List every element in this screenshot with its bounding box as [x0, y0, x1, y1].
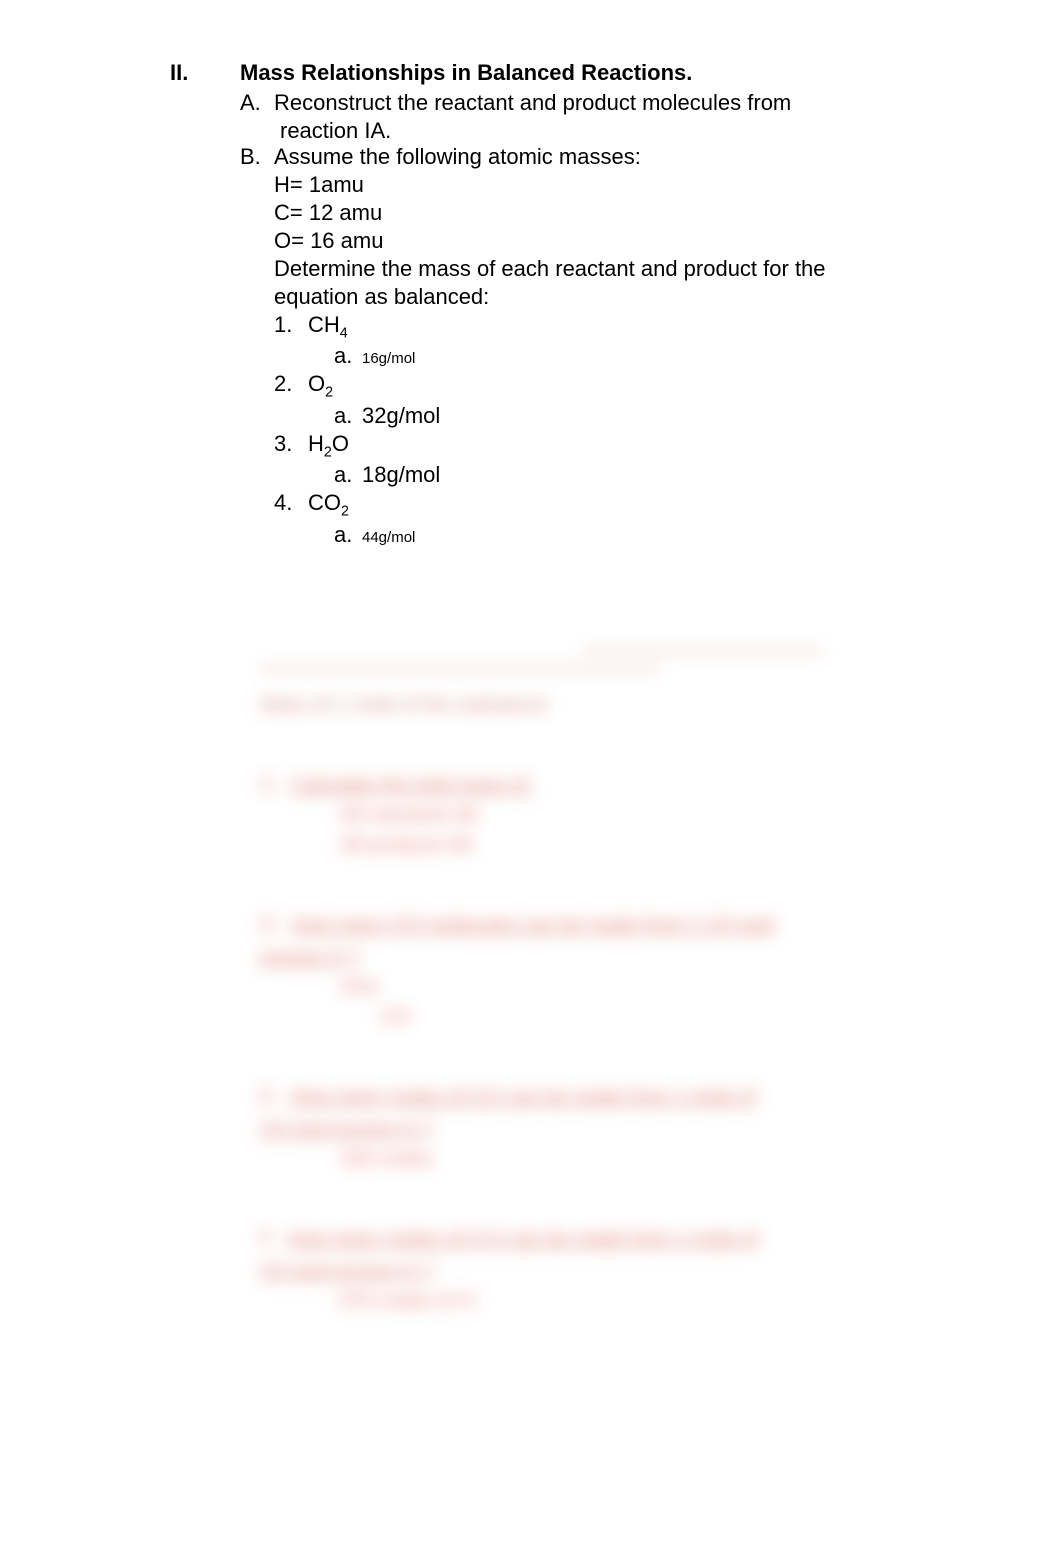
item-number: 3.	[274, 431, 308, 460]
item-B-letter: B.	[240, 144, 274, 170]
blurred-item-E: E. How many moles of CO can be made from…	[170, 1082, 942, 1174]
roman-numeral: II.	[170, 60, 240, 86]
section-heading-row: II. Mass Relationships in Balanced React…	[170, 60, 942, 86]
formula-O2: O2	[308, 371, 333, 400]
blurred-heading: Mass of 1 mole of the substance	[260, 690, 942, 720]
item-number: 1.	[274, 312, 308, 341]
mass-H: H= 1amu	[274, 172, 942, 198]
answer-label: a.	[334, 522, 362, 548]
list-item-answer: a. 18g/mol	[334, 462, 942, 488]
item-A-line2: reaction IA.	[280, 118, 942, 144]
list-item: 4. CO2	[274, 490, 942, 519]
list-item-answer: a. 44g/mol	[334, 522, 942, 548]
equation-list: 1. CH4 a. 16g/mol 2. O2 a. 32g/mol 3. H2…	[274, 312, 942, 548]
mass-C: C= 12 amu	[274, 200, 942, 226]
divider-line-right	[582, 650, 822, 652]
list-item-answer: a. 32g/mol	[334, 403, 942, 429]
blurred-content: Mass of 1 mole of the substance C. Calcu…	[170, 668, 942, 1316]
section-title: Mass Relationships in Balanced Reactions…	[240, 60, 692, 86]
list-item: 3. H2O	[274, 431, 942, 460]
item-number: 4.	[274, 490, 308, 519]
item-B-instr2: equation as balanced:	[274, 284, 942, 310]
list-item: 2. O2	[274, 371, 942, 400]
answer-label: a.	[334, 403, 362, 429]
document-page: II. Mass Relationships in Balanced React…	[0, 0, 1062, 1556]
mass-O: O= 16 amu	[274, 228, 942, 254]
formula-CO2: CO2	[308, 490, 349, 519]
blurred-item-F: F. How many moles of H O can be made fro…	[170, 1224, 942, 1316]
divider-line	[260, 668, 660, 670]
item-A-line1: Reconstruct the reactant and product mol…	[274, 90, 791, 116]
list-item-answer: a. 16g/mol	[334, 343, 942, 369]
blurred-item-C: C. Calculate the total mass of: All reac…	[170, 770, 942, 860]
list-item: 1. CH4	[274, 312, 942, 341]
formula-H2O: H2O	[308, 431, 349, 460]
item-A-letter: A.	[240, 90, 274, 116]
formula-CH4: CH4	[308, 312, 348, 341]
item-B-line1: Assume the following atomic masses:	[274, 144, 641, 170]
answer-label: a.	[334, 462, 362, 488]
item-number: 2.	[274, 371, 308, 400]
item-A-row: A. Reconstruct the reactant and product …	[240, 90, 942, 116]
answer-value: 44g/mol	[362, 529, 415, 546]
answer-value: 16g/mol	[362, 350, 415, 367]
answer-label: a.	[334, 343, 362, 369]
answer-value: 18g/mol	[362, 462, 440, 488]
blurred-item-D: D. How many CO molecules can be made fro…	[170, 910, 942, 1032]
item-B-row: B. Assume the following atomic masses:	[240, 144, 942, 170]
item-B-instr1: Determine the mass of each reactant and …	[274, 256, 942, 282]
answer-value: 32g/mol	[362, 403, 440, 429]
